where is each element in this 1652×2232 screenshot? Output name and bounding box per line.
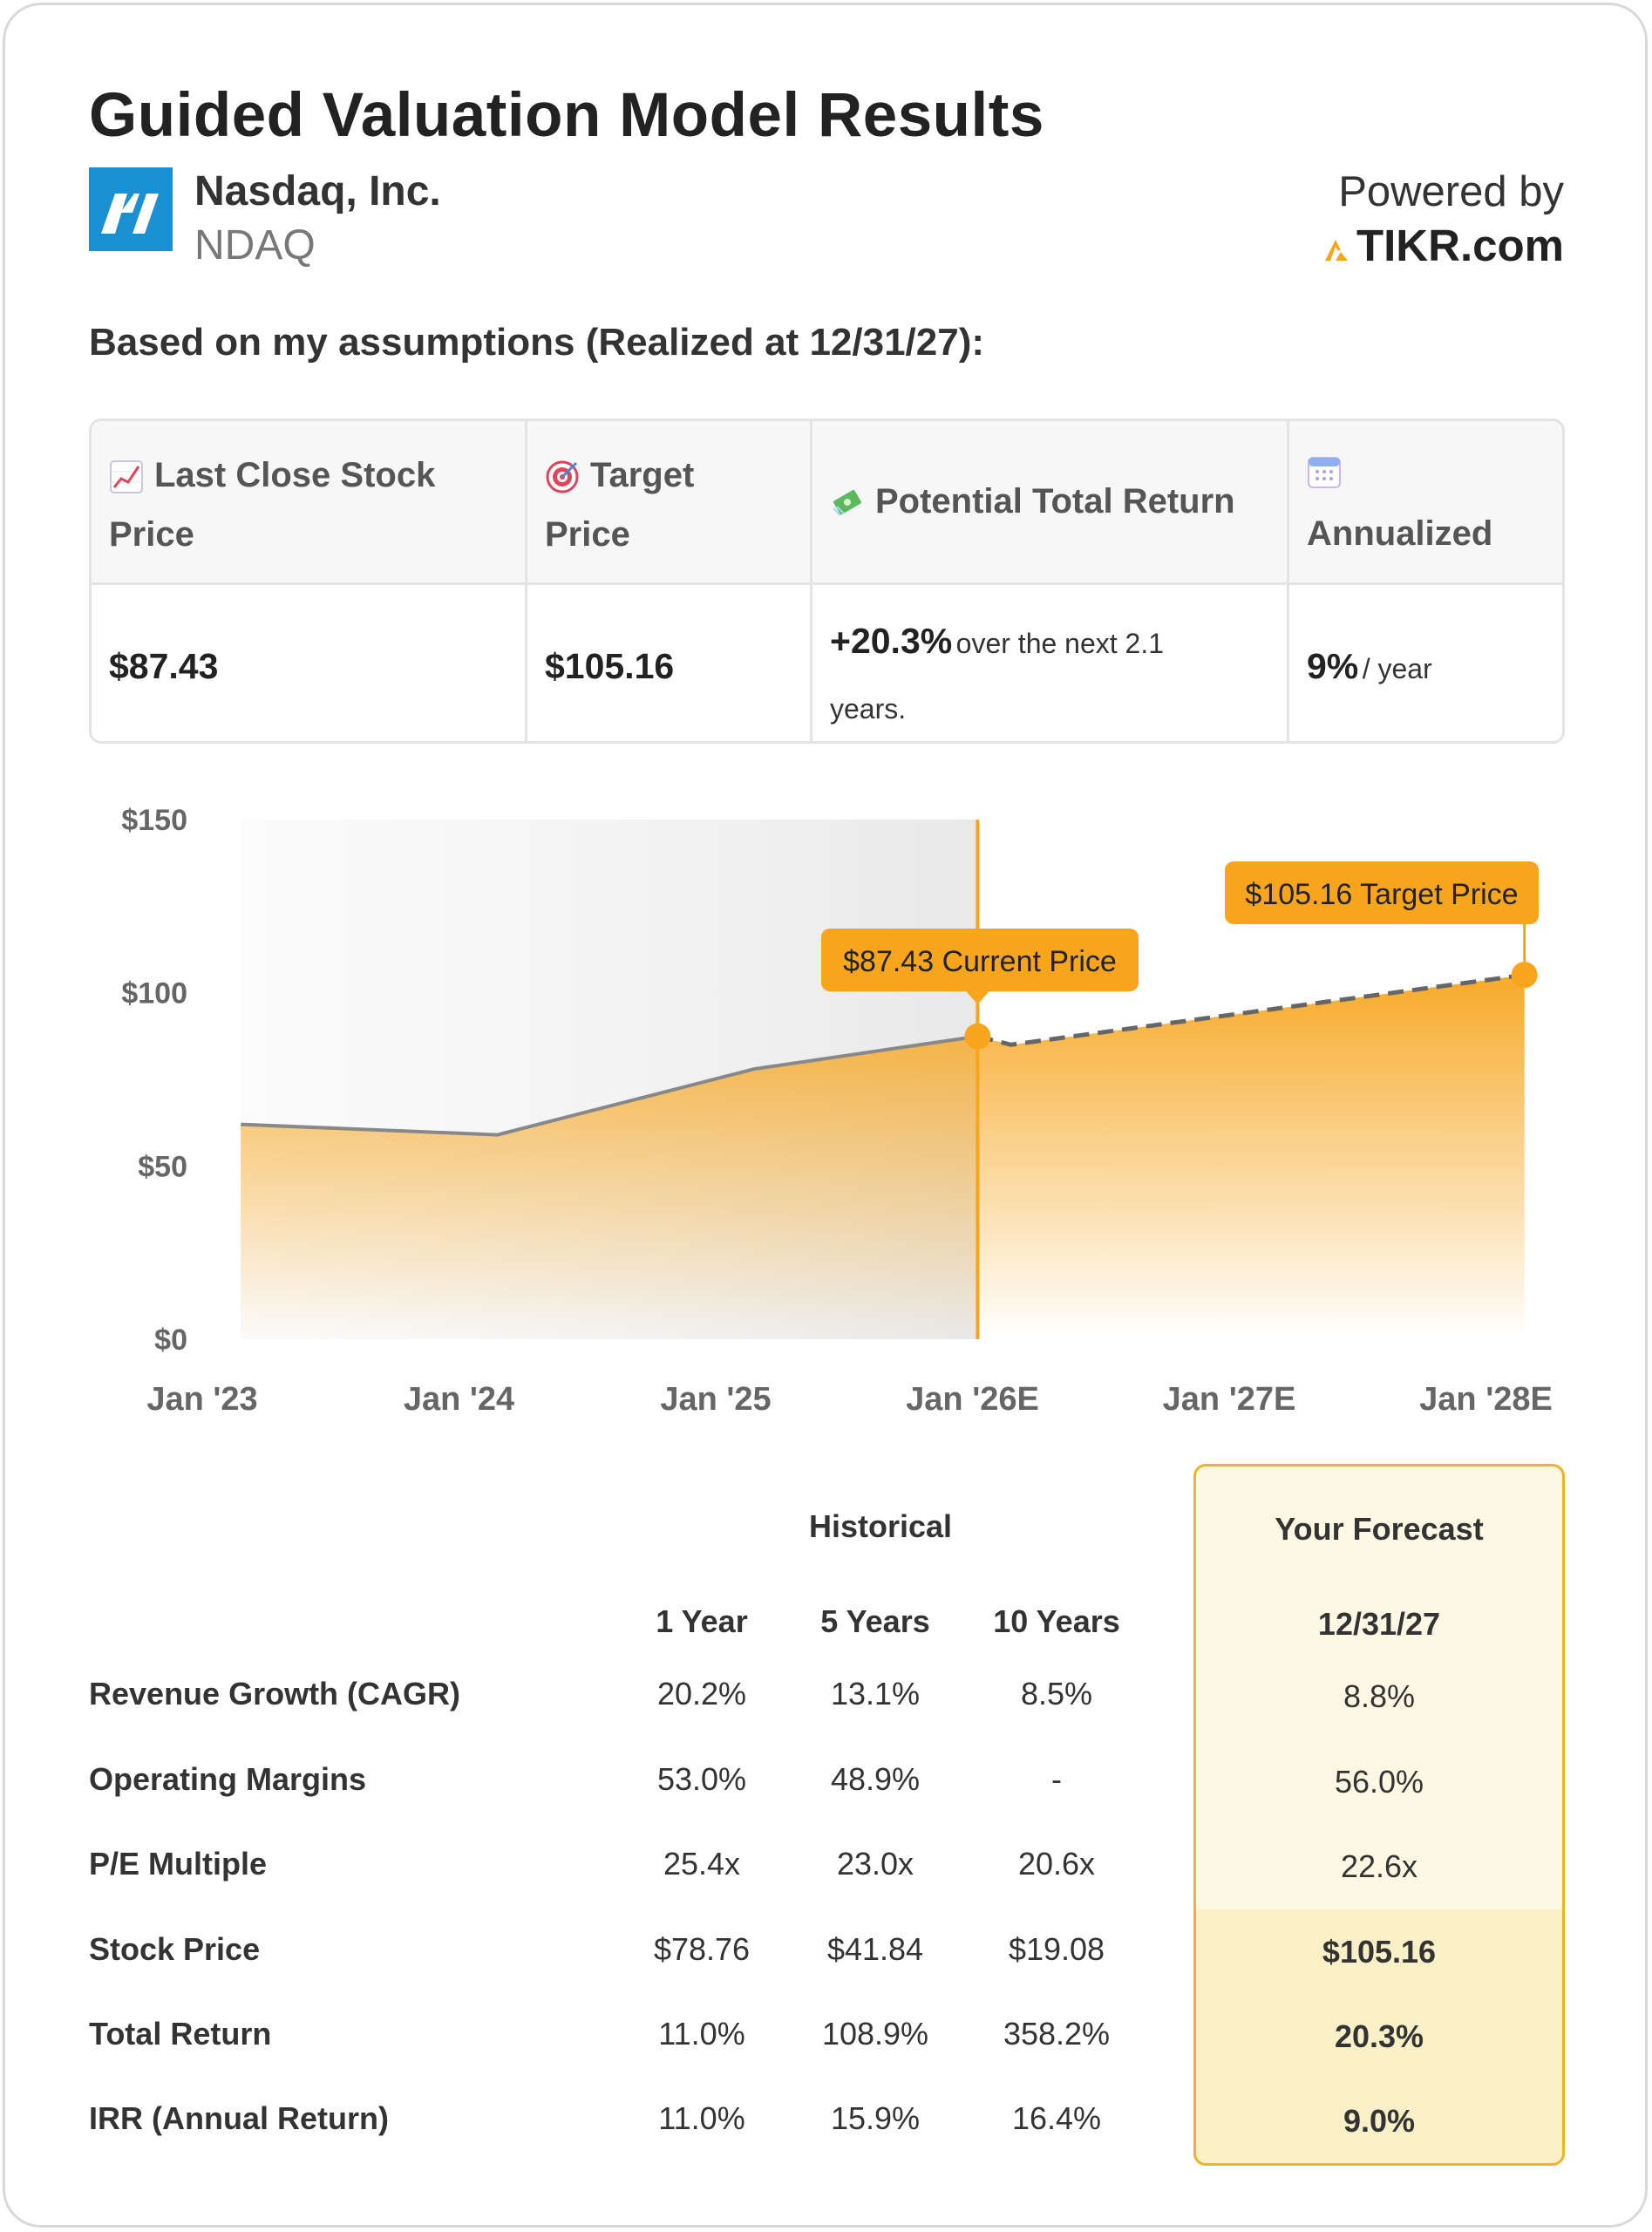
header-last-close: Last Close Stock Price [92,421,527,582]
x-tick-label: Jan '28E [1419,1381,1553,1418]
table-cell: 358.2% [1003,2016,1111,2052]
table-cell: $41.84 [826,1931,924,1967]
forecast-column-header: 12/31/27 [1317,1606,1441,1642]
target-price-label: $105.16 Target Price [1245,878,1518,911]
y-tick-label: $100 [121,977,187,1011]
table-cell: 25.4x [663,1846,741,1882]
column-header-2: 10 Years [993,1603,1120,1639]
forecast-cell: 8.8% [1343,1678,1416,1714]
table-cell: $78.76 [653,1931,751,1967]
forecast-cell: 9.0% [1343,2103,1416,2139]
summary-value-row: $87.43 $105.16 +20.3% over the next 2.1 … [92,585,1562,741]
header-annualized: Annualized [1289,421,1562,582]
table-cell: 23.0x [836,1846,914,1882]
current-price-callout [821,929,1139,991]
y-tick-label: $0 [154,1324,187,1357]
forecast-cell: 20.3% [1334,2018,1424,2054]
x-tick-label: Jan '27E [1163,1381,1296,1418]
table-cell: 8.5% [1020,1676,1093,1711]
money-flying-icon [833,490,861,517]
table-cell: $19.08 [1008,1931,1105,1967]
table-cell: 16.4% [1011,2100,1102,2136]
price-chart: $150 $100 $50 $0 Jan '23 Jan '24 Jan '25 Jan '… [121,804,1553,1418]
last-close-value: $87.43 [109,646,219,686]
table-cell: 11.0% [658,2016,745,2052]
table-cell: 20.2% [656,1676,747,1711]
row-label: P/E Multiple [89,1846,268,1882]
brand-link[interactable]: TIKR.com [1323,220,1564,271]
target-price-value: $105.16 [545,646,675,686]
current-price-callout-pointer [965,990,990,1004]
brand-name: TIKR.com [1356,221,1564,270]
header-potential: Potential Total Return [812,421,1289,582]
annualized-value: 9% [1307,646,1359,686]
table-cell: 108.9% [821,2016,929,2052]
company-ticker: NDAQ [194,222,316,269]
table-cell: 11.0% [658,2100,745,2136]
header-target: Target Price [527,421,812,582]
column-header-0: 1 Year [656,1603,748,1639]
x-tick-label: Jan '26E [906,1381,1039,1418]
page-title: Guided Valuation Model Results [89,81,1044,150]
header-last-close-label: Last Close Stock Price [109,456,436,554]
powered-by-label: Powered by [1338,168,1564,215]
table-cell: 13.1% [830,1676,921,1711]
row-label: Stock Price [89,1931,261,1967]
forecast-cell: 22.6x [1340,1848,1418,1884]
header-target-label-line2: Price [545,515,630,554]
annualized-text: / year [1362,653,1432,684]
table-cell: 20.6x [1017,1846,1096,1882]
header-target-label: Target [590,456,695,494]
x-tick-label: Jan '23 [146,1381,257,1418]
summary-table: Last Close Stock Price Target Price [89,418,1565,744]
target-price-callout [1225,861,1539,924]
target-icon [546,460,579,493]
nasdaq-logo-icon [89,167,173,251]
current-price-marker [964,1023,991,1050]
forecast-result-band [1196,1909,1562,2163]
summary-header-row: Last Close Stock Price Target Price [92,421,1562,585]
x-tick-label: Jan '24 [404,1381,514,1418]
chart-increasing-icon [110,460,143,494]
potential-return-value: +20.3% [830,621,953,661]
forecast-cell: $105.16 [1322,1934,1437,1970]
y-tick-label: $50 [138,1150,187,1183]
header-potential-label: Potential Total Return [875,482,1235,521]
price-area-fill [241,975,1525,1339]
historical-series-line [241,1034,978,1137]
table-cell: 48.9% [830,1761,921,1797]
table-cell: - [1051,1761,1062,1797]
potential-return-text: over the next 2.1 years. [830,628,1165,725]
company-logo [89,167,173,251]
x-tick-label: Jan '25 [660,1381,771,1418]
calendar-icon [1308,457,1341,488]
table-cell: 53.0% [656,1761,747,1797]
forecast-title: Your Forecast [1275,1511,1484,1547]
table-cell: 15.9% [830,2100,921,2136]
column-header-1: 5 Years [820,1603,930,1639]
forecast-panel [1193,1464,1565,2166]
historical-title: Historical [808,1508,953,1544]
current-price-label: $87.43 Current Price [843,945,1117,978]
row-label: Revenue Growth (CAGR) [89,1676,461,1711]
row-label: Total Return [89,2016,272,2052]
tikr-logo-icon [1324,239,1348,261]
assumptions-subtitle: Based on my assumptions (Realized at 12/… [89,321,985,364]
header-annualized-label: Annualized [1307,514,1493,553]
forecast-cell: 56.0% [1334,1764,1424,1800]
row-label: Operating Margins [89,1761,367,1797]
company-name: Nasdaq, Inc. [194,168,441,214]
target-price-marker [1511,962,1538,989]
row-label: IRR (Annual Return) [89,2100,389,2136]
y-tick-label: $150 [121,804,187,837]
